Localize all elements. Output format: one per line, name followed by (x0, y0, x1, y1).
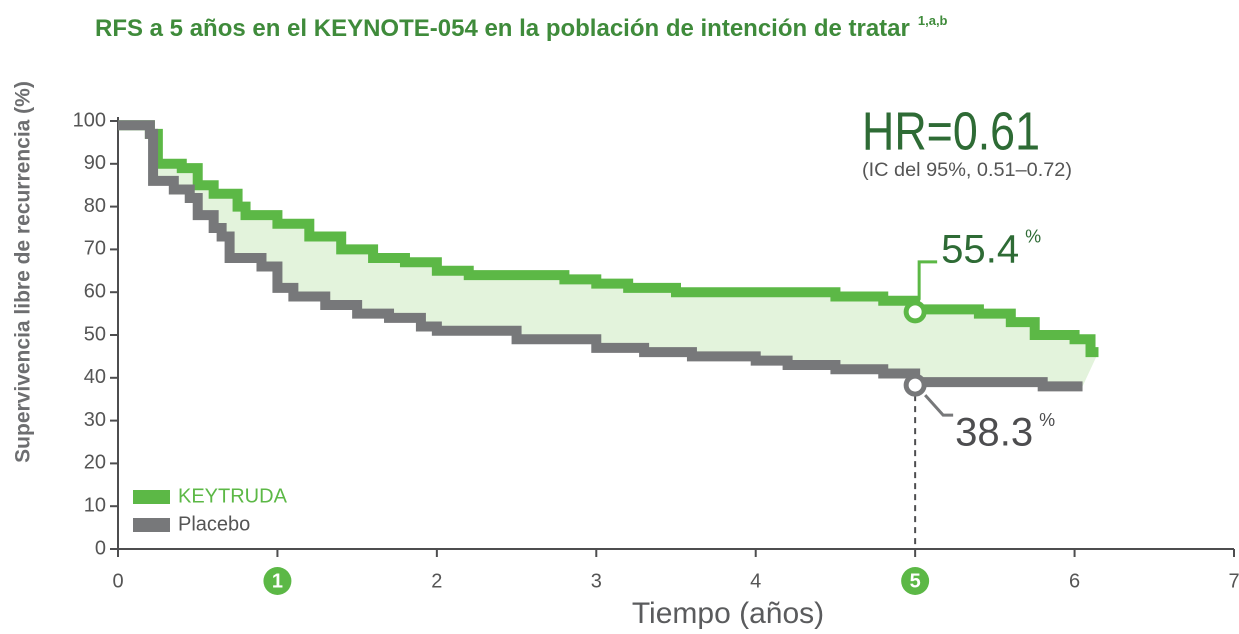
y-tick-label: 80 (84, 195, 106, 217)
x-tick-label: 3 (591, 570, 602, 592)
ci-label: (IC del 95%, 0.51–0.72) (862, 160, 1072, 181)
chart-title: RFS a 5 años en el KEYNOTE-054 en la pob… (95, 13, 948, 42)
title-superscript: 1,a,b (918, 13, 948, 28)
y-tick-label: 100 (73, 109, 106, 131)
x-tick-label: 4 (750, 570, 761, 592)
y-tick-label: 60 (84, 280, 106, 302)
y-tick-label: 30 (84, 409, 106, 431)
legend-label: Placebo (178, 513, 250, 535)
x-tick-highlight (901, 567, 930, 595)
legend-swatch (133, 490, 170, 504)
landmark-unit: % (1039, 410, 1055, 430)
y-tick-label: 0 (95, 537, 106, 559)
y-tick-label: 50 (84, 323, 106, 345)
legend-label: KEYTRUDA (178, 485, 288, 507)
y-tick-label: 70 (84, 238, 106, 260)
gap-area (118, 125, 1099, 387)
y-axis-label: Supervivencia libre de recurrencia (%) (12, 81, 35, 463)
landmark-leader (924, 394, 954, 417)
title-text: RFS a 5 años en el KEYNOTE-054 en la pob… (95, 15, 910, 42)
y-tick-label: 90 (84, 152, 106, 174)
x-tick-label: 7 (1228, 570, 1239, 592)
x-tick-label: 5 (910, 570, 921, 592)
landmark-marker (903, 300, 927, 324)
landmark-leader (917, 260, 938, 300)
x-tick-label: 0 (112, 570, 123, 592)
survival-line (118, 120, 1099, 358)
x-tick-label: 1 (272, 570, 283, 592)
landmark-marker (903, 373, 927, 397)
hr-label: HR=0.61 (862, 101, 1040, 161)
legend-swatch (133, 518, 170, 532)
survival-line (118, 120, 1083, 392)
x-tick-highlight (263, 567, 292, 595)
plot-layer: 0 10 20 30 40 50 60 70 80 90 100 0 1 2 3 4 5 6 7 55.4 % 38.3% (73, 109, 1239, 595)
x-tick-label: 6 (1069, 570, 1080, 592)
landmark-value: 55.4 (941, 227, 1019, 271)
y-tick-label: 10 (84, 494, 106, 516)
x-axis-label: Tiempo (años) (632, 597, 824, 630)
x-tick-label: 2 (431, 570, 442, 592)
y-tick-label: 20 (84, 452, 106, 474)
y-tick-label: 40 (84, 366, 106, 388)
landmark-value: 38.3 (955, 411, 1033, 455)
landmark-unit: % (1025, 227, 1041, 247)
